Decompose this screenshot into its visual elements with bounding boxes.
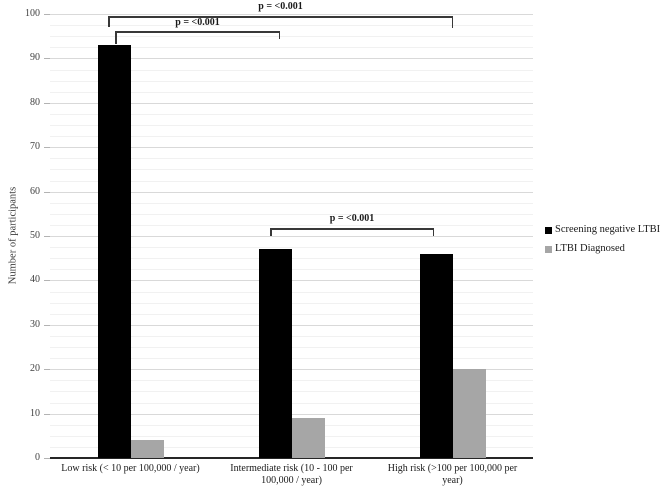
minor-gridline [50,169,533,171]
minor-gridline [50,213,533,215]
minor-gridline [50,269,533,271]
minor-gridline [50,291,533,293]
major-gridline [50,102,533,104]
major-gridline [50,191,533,193]
minor-gridline [50,258,533,260]
significance-bracket-2-right-tick [278,31,280,39]
significance-bracket-1-right-tick [451,16,453,28]
bar-screening-negative-ltbi-low-risk [97,45,131,458]
significance-bracket-2-left-tick [115,31,117,44]
significance-bracket-2 [115,31,280,33]
y-axis-tick-label: 10 [30,407,40,419]
legend-swatch-ltbi-diagnosed [545,245,552,253]
minor-gridline [50,136,533,138]
y-axis-tick-label: 60 [30,185,40,197]
significance-bracket-3 [270,228,434,230]
minor-gridline [50,180,533,182]
y-axis-tick [44,369,50,371]
bar-ltbi-diagnosed-intermediate-risk [291,418,325,458]
minor-gridline [50,158,533,160]
y-axis-tick [44,324,50,326]
minor-gridline [50,402,533,404]
legend-label-ltbi-diagnosed: LTBI Diagnosed [555,243,625,254]
x-axis-label: Intermediate risk (10 - 100 per 100,000 … [230,463,353,486]
bar-ltbi-diagnosed-high-risk [452,369,486,458]
minor-gridline [50,313,533,315]
y-axis-tick-label: 90 [30,52,40,64]
minor-gridline [50,202,533,204]
legend-item-screening-negative-ltbi: Screening negative LTBI [545,224,660,236]
y-axis-tick-label: 0 [35,452,40,463]
y-axis-tick-label: 100 [25,8,40,19]
bar-ltbi-diagnosed-low-risk [130,440,164,458]
minor-gridline [50,47,533,49]
major-gridline [50,413,533,415]
y-axis-tick [44,458,50,459]
minor-gridline [50,247,533,249]
x-axis-label: High risk (>100 per 100,000 per year) [387,463,518,486]
y-axis-tick-label: 30 [30,318,40,330]
y-axis-tick [44,413,50,415]
minor-gridline [50,380,533,382]
minor-gridline [50,302,533,304]
x-axis-line [50,457,533,459]
minor-gridline [50,125,533,126]
bar-screening-negative-ltbi-high-risk [419,253,453,458]
significance-bracket-3-left-tick [270,228,272,236]
major-gridline [50,280,533,282]
minor-gridline [50,91,533,93]
y-axis-tick-label: 20 [30,363,40,375]
y-axis-tick [44,14,50,15]
y-axis-tick-label: 80 [30,96,40,108]
minor-gridline [50,391,533,393]
y-axis-tick [44,191,50,193]
major-gridline [50,14,533,15]
minor-gridline [50,224,533,226]
major-gridline [50,58,533,60]
significance-bracket-3-right-tick [432,228,434,236]
y-axis-tick-label: 50 [30,230,40,241]
x-axis-label: Low risk (< 10 per 100,000 / year) [61,463,200,474]
minor-gridline [50,80,533,82]
major-gridline [50,236,533,237]
legend-swatch-screening-negative-ltbi [545,226,552,234]
y-axis-tick-label: 40 [30,274,40,286]
y-axis-tick [44,102,50,104]
major-gridline [50,324,533,326]
y-axis-tick-label: 70 [30,141,40,153]
p-value-label-3: p = <0.001 [329,213,375,224]
major-gridline [50,147,533,149]
minor-gridline [50,36,533,38]
p-value-label-2: p = <0.001 [175,17,220,28]
legend-label-screening-negative-ltbi: Screening negative LTBI [555,224,661,235]
minor-gridline [50,69,533,71]
minor-gridline [50,358,533,360]
bar-screening-negative-ltbi-intermediate-risk [258,249,292,458]
y-axis-tick [44,58,50,60]
minor-gridline [50,347,533,348]
legend: Screening negative LTBI LTBI Diagnosed [545,224,660,262]
significance-bracket-1-left-tick [108,16,110,27]
minor-gridline [50,113,533,115]
p-value-label-1: p = <0.001 [258,1,303,12]
minor-gridline [50,25,533,27]
y-axis-tick [44,236,50,237]
minor-gridline [50,335,533,337]
significance-bracket-1 [108,16,453,18]
major-gridline [50,369,533,371]
y-axis-tick [44,147,50,149]
y-axis-tick [44,280,50,282]
legend-item-ltbi-diagnosed: LTBI Diagnosed [545,243,660,255]
